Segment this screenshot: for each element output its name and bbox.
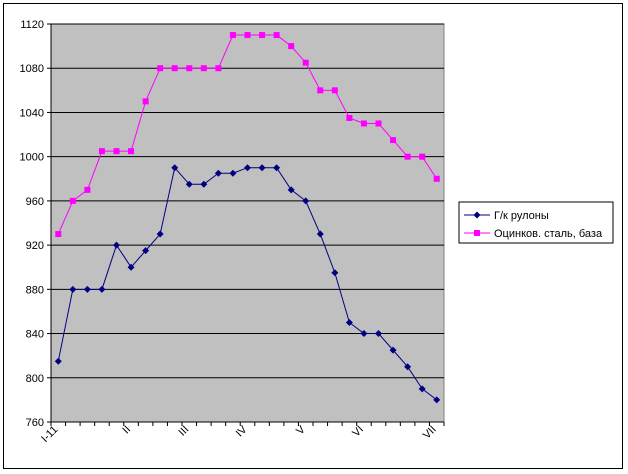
data-point [273, 32, 280, 39]
data-point [404, 153, 411, 160]
data-point [287, 186, 295, 194]
data-point [55, 231, 62, 238]
y-tick-label: 1080 [20, 63, 44, 75]
y-tick-label: 800 [26, 373, 44, 385]
data-point [390, 137, 397, 144]
data-point [331, 87, 338, 94]
data-point [317, 87, 324, 94]
data-point [84, 186, 91, 193]
data-point [186, 65, 193, 72]
legend-label-0: Г/к рулоны [494, 210, 549, 222]
data-point [229, 32, 236, 39]
y-axis: 760 800 840 880 920 960 1000 1040 1080 1120 [20, 19, 52, 429]
x-tick-label: II [120, 424, 133, 437]
data-point [302, 197, 310, 205]
data-point [142, 98, 149, 105]
x-tick-label: V [294, 423, 308, 437]
data-point [142, 247, 150, 255]
data-point [244, 164, 251, 172]
y-tick-label: 960 [26, 196, 44, 208]
data-point [54, 357, 62, 365]
data-point [69, 285, 77, 293]
legend: Г/к рулоны Оцинков. сталь, база [458, 201, 614, 244]
series-1 [55, 32, 440, 238]
data-point [419, 153, 426, 160]
grid-lines [51, 23, 444, 379]
data-point [214, 169, 222, 177]
legend-label-1: Оцинков. сталь, база [494, 228, 603, 240]
data-point [83, 285, 91, 293]
data-point [433, 175, 440, 182]
data-point [389, 346, 397, 354]
data-point [404, 363, 412, 371]
legend-entry-0: Г/к рулоны [464, 210, 549, 222]
data-point [128, 148, 135, 155]
y-tick-label: 920 [26, 240, 44, 252]
y-tick-label: 760 [26, 417, 44, 429]
data-point [360, 330, 368, 338]
data-point [229, 169, 237, 177]
y-tick-label: 1120 [20, 19, 44, 31]
series-layer [54, 32, 441, 404]
data-point [185, 180, 193, 188]
data-point [360, 120, 367, 127]
data-point [258, 164, 266, 172]
y-tick-label: 1040 [20, 107, 44, 119]
data-point [127, 263, 135, 271]
data-point [200, 65, 207, 72]
x-tick-label: IV [234, 423, 250, 439]
data-point [302, 59, 309, 66]
y-tick-label: 880 [26, 284, 44, 296]
data-point [316, 230, 324, 238]
legend-entry-1: Оцинков. сталь, база [464, 228, 603, 240]
y-tick-label: 840 [26, 329, 44, 341]
data-point [156, 230, 164, 238]
data-point [98, 148, 105, 155]
data-point [288, 43, 295, 50]
x-tick-label: VI [350, 424, 366, 440]
data-point [346, 114, 353, 121]
data-point [171, 65, 178, 72]
data-point [418, 385, 426, 393]
data-point [345, 319, 353, 326]
data-point [113, 241, 120, 249]
data-point [215, 65, 222, 72]
data-point [69, 197, 76, 204]
data-point [244, 32, 251, 39]
data-point [375, 120, 382, 127]
legend-marker-0 [473, 211, 481, 219]
data-point [375, 330, 382, 338]
legend-marker-1 [474, 230, 480, 236]
data-point [157, 65, 164, 72]
data-point [331, 269, 339, 277]
data-point [113, 148, 120, 155]
data-point [200, 180, 208, 188]
x-axis: I-11 II III IV V VI VII [39, 421, 445, 445]
data-point [273, 164, 281, 172]
x-tick-label: III [176, 424, 191, 439]
x-tick-label: VII [421, 424, 439, 442]
plot-area [50, 23, 445, 423]
data-point [259, 32, 266, 39]
y-tick-label: 1000 [20, 152, 44, 164]
data-point [433, 396, 441, 404]
data-point [98, 285, 106, 293]
data-point [171, 164, 179, 172]
series-0 [54, 164, 441, 404]
legend-box [458, 201, 614, 244]
